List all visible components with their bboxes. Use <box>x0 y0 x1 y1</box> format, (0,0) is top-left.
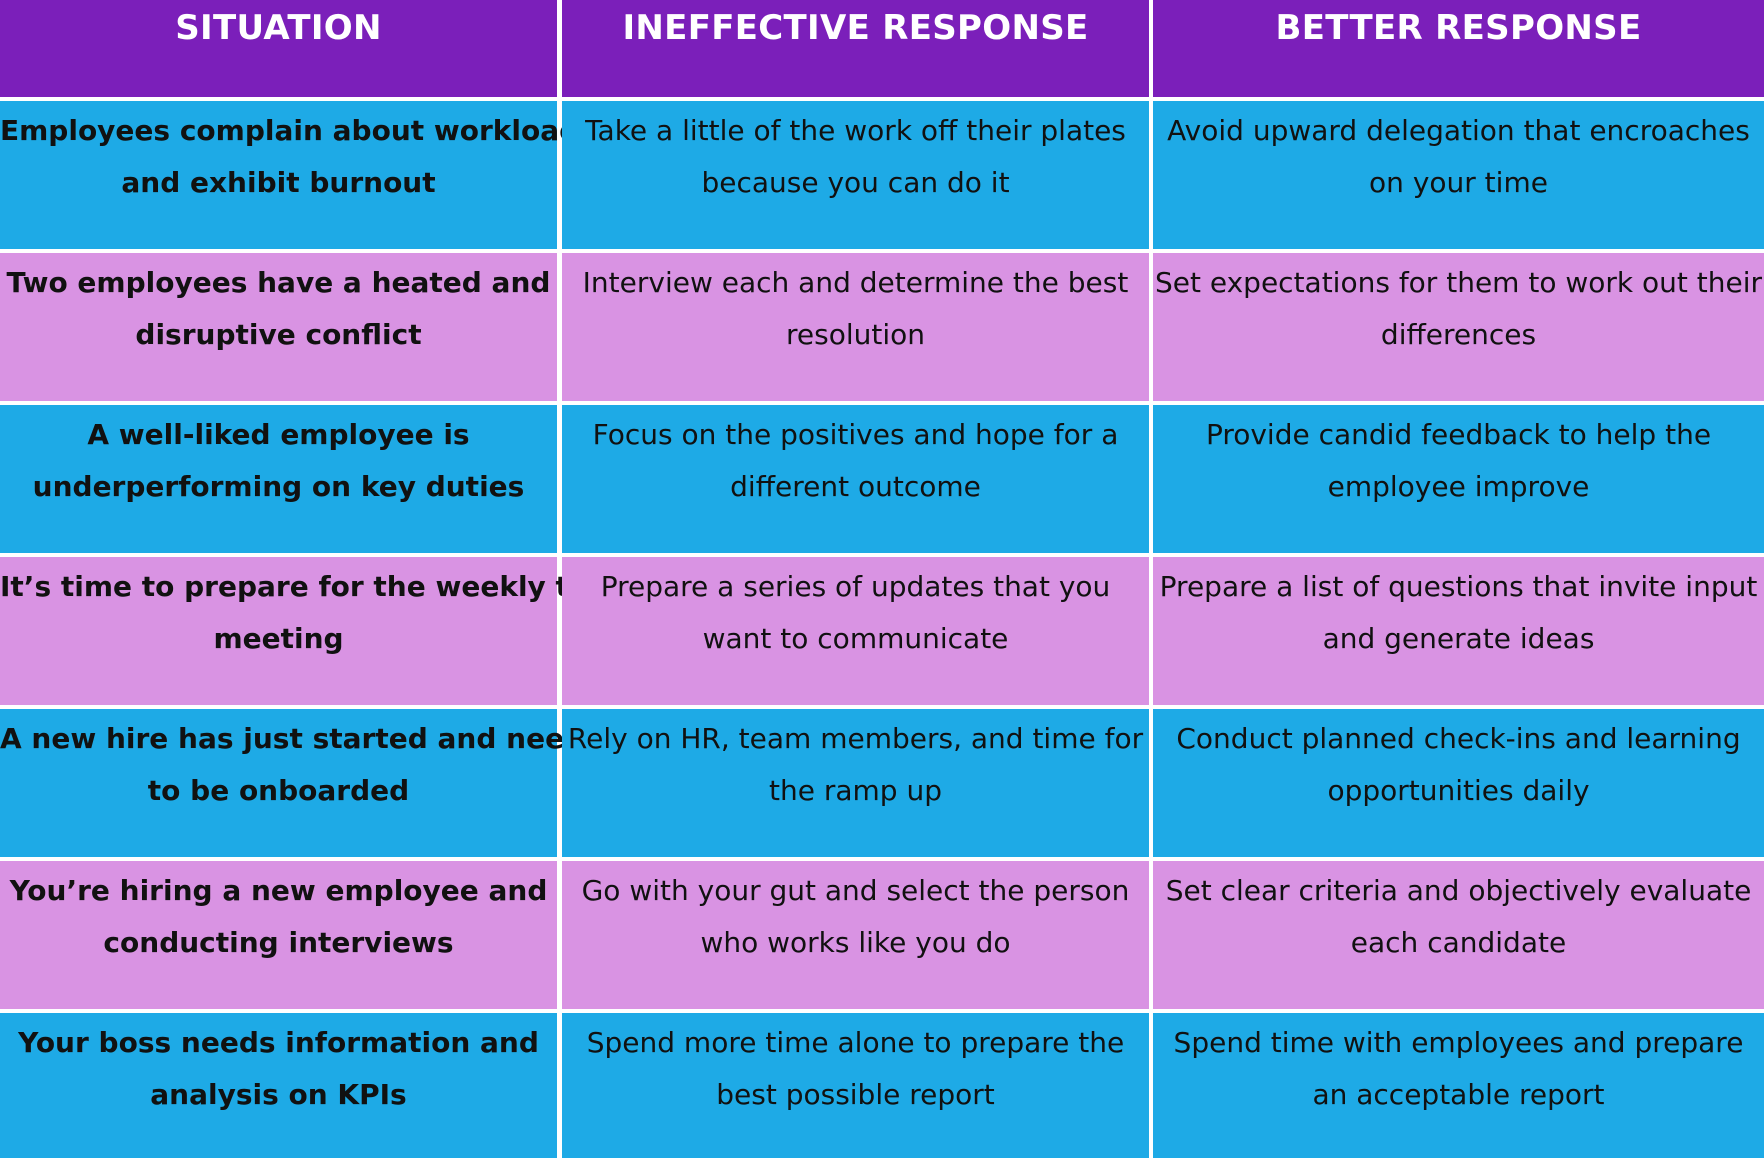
ineffective-cell: Focus on the positives and hope for a di… <box>562 405 1149 553</box>
situation-line: Employees complain about workload <box>0 114 580 147</box>
table-row: A well-liked employee is underperforming… <box>0 405 1764 553</box>
better-line: each candidate <box>1350 926 1567 959</box>
better-line: an acceptable report <box>1312 1078 1605 1111</box>
ineffective-line: the ramp up <box>769 774 942 807</box>
situation-line: It’s time to prepare for the weekly team <box>0 570 636 603</box>
situation-line: analysis on KPIs <box>150 1078 407 1111</box>
ineffective-cell: Take a little of the work off their plat… <box>562 101 1149 249</box>
situation-cell: A new hire has just started and needs to… <box>0 709 601 857</box>
ineffective-line: Interview each and determine the best <box>582 266 1129 299</box>
ineffective-cell: Interview each and determine the best re… <box>562 253 1149 401</box>
situation-cell: Your boss needs information and analysis… <box>0 1013 557 1158</box>
ineffective-line: Take a little of the work off their plat… <box>585 114 1126 147</box>
ineffective-cell: Go with your gut and select the person w… <box>562 861 1149 1009</box>
better-line: and generate ideas <box>1322 622 1595 655</box>
better-cell: Prepare a list of questions that invite … <box>1153 557 1764 705</box>
table-row: A new hire has just started and needs to… <box>0 709 1764 857</box>
better-line: opportunities daily <box>1327 774 1590 807</box>
situation-line: and exhibit burnout <box>121 166 436 199</box>
table-row: It’s time to prepare for the weekly team… <box>0 557 1764 705</box>
ineffective-line: Spend more time alone to prepare the <box>586 1026 1125 1059</box>
ineffective-line: who works like you do <box>700 926 1011 959</box>
ineffective-line: because you can do it <box>701 166 1010 199</box>
better-cell: Avoid upward delegation that encroaches … <box>1153 101 1764 249</box>
ineffective-line: Prepare a series of updates that you <box>600 570 1111 603</box>
ineffective-cell: Rely on HR, team members, and time for t… <box>562 709 1149 857</box>
situation-cell: A well-liked employee is underperforming… <box>0 405 557 553</box>
better-cell: Conduct planned check-ins and learning o… <box>1153 709 1764 857</box>
ineffective-line: want to communicate <box>702 622 1009 655</box>
situation-cell: It’s time to prepare for the weekly team… <box>0 557 636 705</box>
ineffective-line: Go with your gut and select the person <box>581 874 1130 907</box>
better-line: Prepare a list of questions that invite … <box>1159 570 1758 603</box>
better-line: differences <box>1380 318 1537 351</box>
ineffective-line: Focus on the positives and hope for a <box>592 418 1119 451</box>
situation-line: meeting <box>213 622 344 655</box>
better-cell: Provide candid feedback to help the empl… <box>1153 405 1764 553</box>
table-row: Employees complain about workload and ex… <box>0 101 1764 249</box>
situation-line: disruptive conflict <box>135 318 422 351</box>
ineffective-line: Rely on HR, team members, and time for <box>567 722 1144 755</box>
situation-line: Your boss needs information and <box>18 1026 539 1059</box>
better-line: Avoid upward delegation that encroaches <box>1167 114 1750 147</box>
table-row: Your boss needs information and analysis… <box>0 1013 1764 1158</box>
better-line: employee improve <box>1327 470 1590 503</box>
better-line: Spend time with employees and prepare <box>1173 1026 1744 1059</box>
better-line: on your time <box>1369 166 1548 199</box>
ineffective-cell: Prepare a series of updates that you wan… <box>562 557 1149 705</box>
situation-cell: Two employees have a heated and disrupti… <box>0 253 557 401</box>
better-line: Conduct planned check-ins and learning <box>1176 722 1741 755</box>
ineffective-line: best possible report <box>716 1078 995 1111</box>
situation-line: underperforming on key duties <box>32 470 525 503</box>
situation-line: You’re hiring a new employee and <box>9 874 548 907</box>
header-ineffective-response: INEFFECTIVE RESPONSE <box>562 0 1149 97</box>
situation-cell: Employees complain about workload and ex… <box>0 101 580 249</box>
situation-line: A well-liked employee is <box>87 418 470 451</box>
ineffective-cell: Spend more time alone to prepare the bes… <box>562 1013 1149 1158</box>
table-row: You’re hiring a new employee and conduct… <box>0 861 1764 1009</box>
better-cell: Spend time with employees and prepare an… <box>1153 1013 1764 1158</box>
table-row: Two employees have a heated and disrupti… <box>0 253 1764 401</box>
situation-line: to be onboarded <box>147 774 410 807</box>
situation-line: A new hire has just started and needs <box>0 722 601 755</box>
header-situation: SITUATION <box>0 0 557 97</box>
situation-cell: You’re hiring a new employee and conduct… <box>0 861 557 1009</box>
better-line: Provide candid feedback to help the <box>1205 418 1712 451</box>
better-cell: Set clear criteria and objectively evalu… <box>1153 861 1764 1009</box>
situation-line: conducting interviews <box>103 926 454 959</box>
header-better-response: BETTER RESPONSE <box>1153 0 1764 97</box>
situation-line: Two employees have a heated and <box>6 266 551 299</box>
ineffective-line: resolution <box>785 318 925 351</box>
table-header-row: SITUATION INEFFECTIVE RESPONSE BETTER RE… <box>0 0 1764 97</box>
better-cell: Set expectations for them to work out th… <box>1153 253 1764 401</box>
better-line: Set clear criteria and objectively evalu… <box>1165 874 1752 907</box>
better-line: Set expectations for them to work out th… <box>1154 266 1763 299</box>
ineffective-line: different outcome <box>730 470 981 503</box>
